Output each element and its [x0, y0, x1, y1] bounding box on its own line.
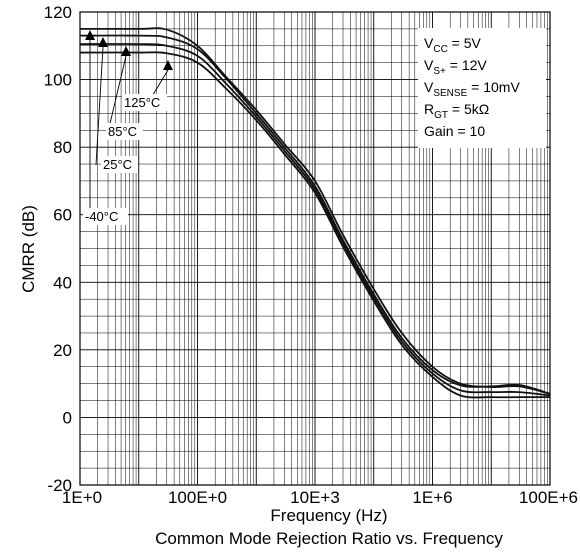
callout-label-bg: [122, 94, 167, 111]
callout-label-bg: [106, 123, 143, 140]
condition-line: VCC = 5V: [424, 35, 482, 55]
condition-line: VSENSE = 10mV: [424, 79, 520, 99]
y-tick-label: 40: [53, 273, 72, 292]
callout-arrowhead: [121, 46, 131, 56]
y-tick-label: 20: [53, 341, 72, 360]
series-line: [79, 43, 551, 397]
conditions-bg: [418, 28, 546, 148]
x-tick-label: 100E+0: [168, 488, 227, 507]
y-tick-labels: 120 100 80 60 40 20 0 -20: [44, 3, 72, 495]
callout-label: 25°C: [103, 157, 132, 172]
x-tick-label: 10E+3: [290, 488, 340, 507]
callout-label-bg: [101, 156, 138, 173]
callout-leader: [95, 46, 104, 166]
y-tick-label: -20: [47, 476, 72, 495]
callout-leader: [107, 55, 127, 133]
series-line: [79, 34, 551, 395]
x-axis-label: Frequency (Hz): [270, 506, 387, 525]
y-tick-label: 120: [44, 3, 72, 22]
y-tick-label: 80: [53, 138, 72, 157]
x-tick-label: 100E+6: [519, 488, 578, 507]
callout-label: -40°C: [85, 209, 118, 224]
y-tick-label: 100: [44, 71, 72, 90]
y-tick-label: 60: [53, 206, 72, 225]
series-line: [79, 51, 550, 399]
callout-label-bg: [83, 208, 128, 225]
condition-line: Gain = 10: [424, 123, 485, 139]
callout-label: 125°C: [124, 95, 160, 110]
plot-frame: [79, 11, 551, 486]
x-tick-labels: 1E+0 100E+0 10E+3 1E+6 100E+6: [62, 488, 578, 507]
x-tick-label: 1E+0: [62, 488, 102, 507]
y-axis-label: CMRR (dB): [19, 205, 38, 293]
y-tick-label: 0: [63, 408, 72, 427]
condition-line: VS+ = 12V: [424, 57, 487, 77]
condition-line: RGT = 5kΩ: [424, 101, 489, 121]
temperature-callouts: 125°C 85°C 25°C -40°C: [83, 30, 173, 225]
callout-label: 85°C: [108, 124, 137, 139]
x-tick-label: 1E+6: [412, 488, 452, 507]
callout-arrowhead: [163, 60, 173, 70]
callout-arrowhead: [98, 37, 108, 47]
callout-arrowhead: [85, 30, 95, 40]
chart-title: Common Mode Rejection Ratio vs. Frequenc…: [155, 529, 503, 548]
series-lines: [79, 27, 551, 399]
